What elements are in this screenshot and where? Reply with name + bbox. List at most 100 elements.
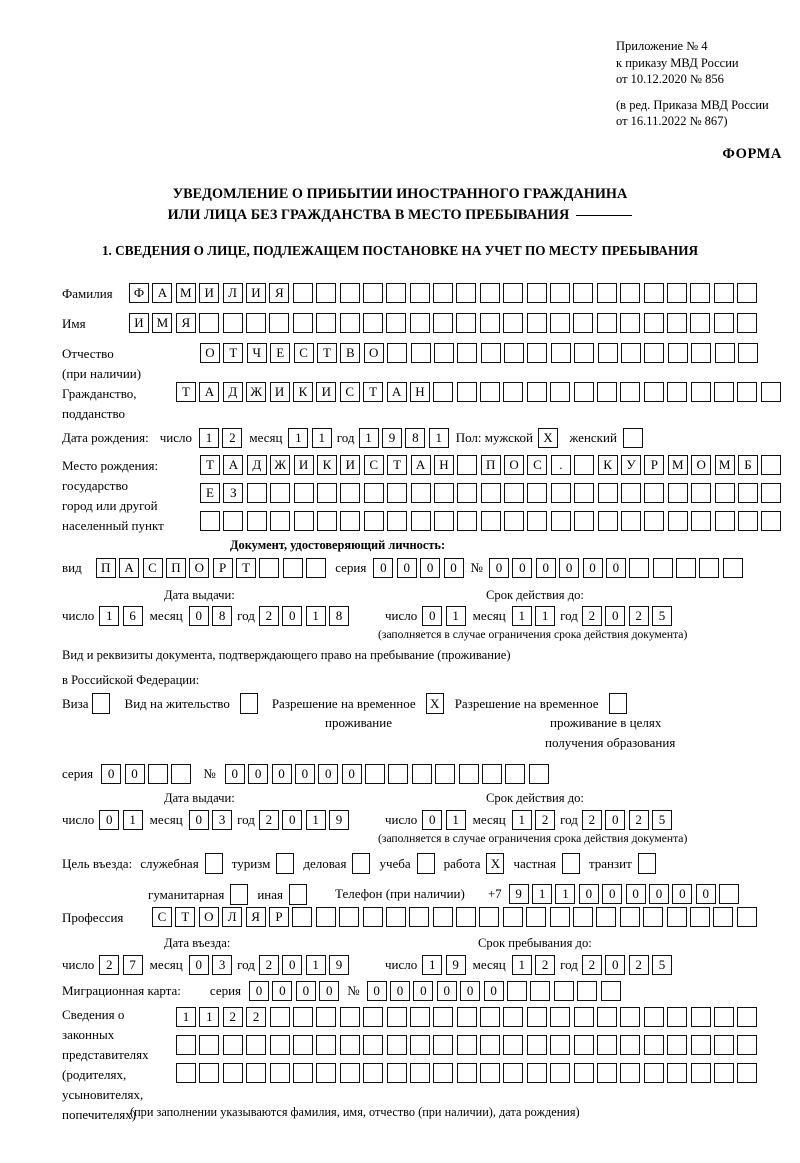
char-cell[interactable]: 0 <box>436 981 457 1001</box>
char-cell[interactable] <box>270 483 291 503</box>
char-cell[interactable] <box>269 1035 290 1055</box>
char-cell[interactable] <box>246 1035 267 1055</box>
char-cell[interactable] <box>362 907 383 927</box>
char-cell[interactable] <box>643 382 664 402</box>
char-cell[interactable] <box>573 283 594 303</box>
char-cell[interactable] <box>503 313 524 333</box>
char-cell[interactable] <box>410 343 431 363</box>
char-cell[interactable] <box>667 483 688 503</box>
char-cell[interactable] <box>433 1063 454 1083</box>
char-cell[interactable]: Т <box>176 382 196 402</box>
char-cell[interactable]: 0 <box>373 558 394 578</box>
char-cell[interactable]: 0 <box>695 884 716 904</box>
char-cell[interactable] <box>504 343 525 363</box>
char-cell[interactable]: 1 <box>198 428 219 448</box>
char-cell[interactable] <box>760 382 781 402</box>
char-cell[interactable]: 2 <box>222 428 243 448</box>
char-cell[interactable] <box>597 382 618 402</box>
char-cell[interactable] <box>292 313 313 333</box>
char-cell[interactable]: Н <box>433 455 454 475</box>
char-cell[interactable] <box>363 1063 384 1083</box>
char-cell[interactable] <box>362 313 383 333</box>
char-cell[interactable]: 0 <box>422 810 443 830</box>
char-cell[interactable]: Е <box>270 343 291 363</box>
char-cell[interactable] <box>316 1063 337 1083</box>
char-cell[interactable] <box>550 283 571 303</box>
char-cell[interactable]: 9 <box>508 884 529 904</box>
char-cell[interactable] <box>644 483 665 503</box>
purpose-option-checkbox[interactable]: X <box>486 853 505 874</box>
char-cell[interactable]: 0 <box>605 955 626 975</box>
char-cell[interactable] <box>480 511 501 531</box>
char-cell[interactable] <box>597 1063 618 1083</box>
char-cell[interactable] <box>761 511 782 531</box>
char-cell[interactable] <box>457 343 478 363</box>
char-cell[interactable] <box>282 558 303 578</box>
char-cell[interactable] <box>504 483 525 503</box>
char-cell[interactable] <box>456 313 477 333</box>
char-cell[interactable] <box>340 511 361 531</box>
char-cell[interactable] <box>667 382 688 402</box>
char-cell[interactable] <box>597 483 618 503</box>
char-cell[interactable] <box>458 764 479 784</box>
char-cell[interactable] <box>690 1007 711 1027</box>
char-cell[interactable] <box>526 907 547 927</box>
char-cell[interactable]: 0 <box>271 764 292 784</box>
char-cell[interactable] <box>714 511 735 531</box>
char-cell[interactable] <box>363 1035 384 1055</box>
char-cell[interactable] <box>573 313 594 333</box>
char-cell[interactable]: С <box>527 455 548 475</box>
char-cell[interactable] <box>550 1063 571 1083</box>
char-cell[interactable]: Ч <box>246 343 267 363</box>
char-cell[interactable] <box>574 511 595 531</box>
char-cell[interactable]: 0 <box>248 764 269 784</box>
char-cell[interactable]: В <box>340 343 361 363</box>
char-cell[interactable]: 7 <box>122 955 143 975</box>
char-cell[interactable] <box>456 907 477 927</box>
char-cell[interactable] <box>339 907 360 927</box>
char-cell[interactable]: 0 <box>605 810 626 830</box>
char-cell[interactable] <box>713 283 734 303</box>
char-cell[interactable] <box>737 1063 758 1083</box>
char-cell[interactable]: 0 <box>422 606 443 626</box>
char-cell[interactable] <box>621 343 642 363</box>
char-cell[interactable]: П <box>165 558 186 578</box>
char-cell[interactable] <box>643 907 664 927</box>
char-cell[interactable]: 1 <box>445 606 466 626</box>
char-cell[interactable] <box>433 382 454 402</box>
char-cell[interactable] <box>528 764 549 784</box>
char-cell[interactable] <box>597 1007 618 1027</box>
char-cell[interactable] <box>456 283 477 303</box>
char-cell[interactable] <box>409 1007 430 1027</box>
char-cell[interactable] <box>643 313 664 333</box>
char-cell[interactable] <box>652 558 673 578</box>
char-cell[interactable]: 0 <box>224 764 245 784</box>
char-cell[interactable] <box>690 382 711 402</box>
char-cell[interactable] <box>667 1035 688 1055</box>
char-cell[interactable] <box>573 382 594 402</box>
char-cell[interactable] <box>386 1063 407 1083</box>
char-cell[interactable] <box>527 483 548 503</box>
char-cell[interactable] <box>691 483 712 503</box>
char-cell[interactable] <box>506 981 527 1001</box>
char-cell[interactable]: 0 <box>188 606 209 626</box>
char-cell[interactable] <box>479 283 500 303</box>
char-cell[interactable]: 0 <box>605 606 626 626</box>
char-cell[interactable] <box>713 1063 734 1083</box>
char-cell[interactable] <box>409 283 430 303</box>
char-cell[interactable]: 1 <box>122 810 143 830</box>
char-cell[interactable] <box>433 313 454 333</box>
char-cell[interactable] <box>457 511 478 531</box>
char-cell[interactable] <box>306 558 327 578</box>
char-cell[interactable] <box>388 764 409 784</box>
char-cell[interactable] <box>689 907 710 927</box>
char-cell[interactable] <box>316 283 337 303</box>
